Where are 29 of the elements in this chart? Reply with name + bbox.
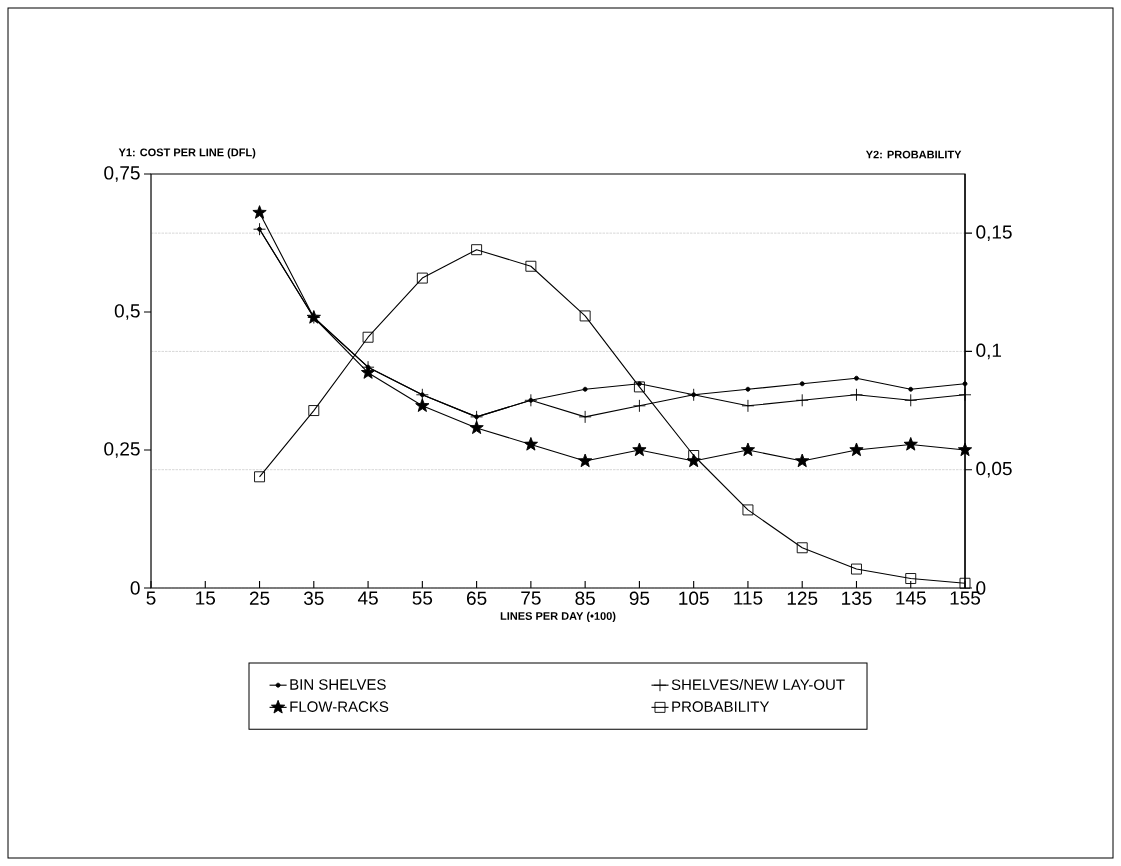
x-tick-label: 55 [412,591,433,605]
y2-axis-title: Y2: PROBABILITY [865,150,962,159]
legend-label: BIN SHELVES [290,679,386,690]
x-tick-label: 5 [146,591,156,605]
x-tick-label: 145 [896,591,926,605]
legend-label: FLOW-RACKS [290,701,389,712]
y-tick-label: 0,25 [104,442,140,458]
x-tick-label: 45 [357,591,378,605]
x-tick-label: 95 [629,591,650,605]
x-tick-label: 35 [303,591,324,605]
y-tick-label: 0,5 [114,304,140,320]
y2-tick-label: 0,15 [976,225,1012,241]
y-tick-label: 0 [130,581,140,595]
x-tick-label: 135 [842,591,872,605]
x-tick-label: 75 [521,591,541,605]
y2-tick-label: 0,1 [976,343,1002,360]
x-tick-label: 65 [467,591,487,605]
y-tick-label: 0,75 [104,166,140,182]
y-axis-title: Y1: COST PER LINE (DFL) [118,148,256,159]
x-tick-label: 125 [787,591,818,605]
x-axis-title: LINES PER DAY (•100) [500,611,616,623]
x-tick-label: 15 [196,591,216,605]
legend-label: PROBABILITY [672,701,770,712]
legend-label: SHELVES/NEW LAY-OUT [671,679,845,691]
x-tick-label: 25 [249,591,270,605]
x-tick-label: 85 [575,591,595,605]
x-tick-label: 115 [734,591,763,605]
x-tick-label: 105 [679,591,709,605]
y2-tick-label: 0,05 [976,461,1012,478]
